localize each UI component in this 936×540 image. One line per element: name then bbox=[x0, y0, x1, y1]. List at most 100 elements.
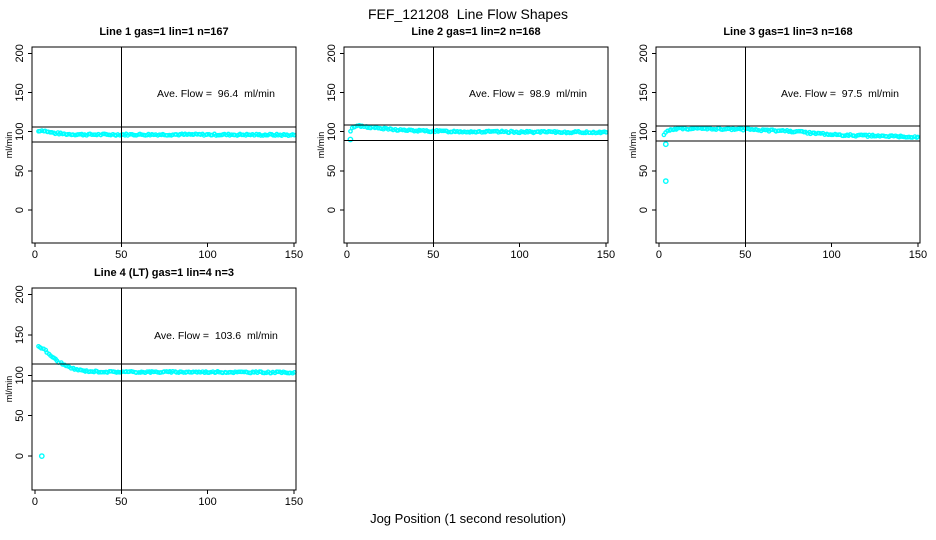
data-point bbox=[261, 370, 267, 376]
data-point bbox=[709, 126, 715, 132]
x-tick-label: 150 bbox=[597, 249, 615, 261]
data-point bbox=[756, 127, 762, 133]
y-tick-label: 100 bbox=[638, 122, 650, 140]
data-point bbox=[437, 128, 443, 133]
data-point bbox=[780, 128, 786, 133]
x-tick-label: 50 bbox=[427, 249, 439, 261]
data-point bbox=[577, 129, 583, 135]
data-point bbox=[239, 369, 245, 375]
data-point bbox=[133, 370, 139, 375]
y-tick-label: 0 bbox=[14, 207, 26, 213]
x-tick-label: 150 bbox=[909, 249, 927, 261]
reference-lines bbox=[344, 47, 608, 243]
data-point bbox=[418, 128, 424, 133]
outlier-point bbox=[38, 453, 45, 460]
panel-3-ylabel: ml/min bbox=[628, 131, 638, 159]
reference-lines bbox=[32, 288, 296, 490]
panel-1-ylabel: ml/min bbox=[4, 131, 14, 159]
x-tick-label: 150 bbox=[285, 249, 303, 261]
y-tick-label: 200 bbox=[14, 44, 26, 62]
y-tick-label: 100 bbox=[14, 122, 26, 140]
data-points bbox=[347, 123, 609, 143]
data-point bbox=[794, 128, 799, 134]
axes: 0 50 100 150 0 50 100 150 200 bbox=[326, 44, 615, 261]
panel-2-ylabel: ml/min bbox=[316, 131, 326, 159]
data-point bbox=[690, 126, 696, 132]
x-axis-title: Jog Position (1 second resolution) bbox=[370, 511, 566, 526]
outlier-point bbox=[662, 141, 669, 148]
x-tick-label: 0 bbox=[32, 249, 38, 261]
data-points bbox=[661, 125, 921, 185]
panel-4-annotation: Ave. Flow = 103.6 ml/min bbox=[154, 330, 278, 342]
panel-2-title: Line 2 gas=1 lin=2 n=168 bbox=[411, 26, 541, 38]
y-tick-label: 50 bbox=[14, 165, 26, 177]
data-point bbox=[893, 133, 898, 139]
x-tick-label: 0 bbox=[32, 496, 38, 508]
y-tick-label: 0 bbox=[14, 453, 26, 459]
axes: 0 50 100 150 0 50 100 150 200 bbox=[638, 44, 927, 261]
panel-2-annotation: Ave. Flow = 98.9 ml/min bbox=[469, 88, 587, 100]
x-tick-label: 0 bbox=[656, 249, 662, 261]
data-point bbox=[161, 369, 167, 374]
x-tick-label: 50 bbox=[739, 249, 751, 261]
data-point bbox=[151, 132, 157, 138]
y-tick-label: 150 bbox=[326, 83, 338, 101]
x-tick-label: 150 bbox=[285, 496, 303, 508]
panel-4-ylabel: ml/min bbox=[4, 375, 14, 403]
data-point bbox=[96, 131, 101, 137]
x-tick-label: 50 bbox=[115, 249, 127, 261]
data-point bbox=[149, 369, 155, 374]
panel-3-title: Line 3 gas=1 lin=3 n=168 bbox=[723, 26, 853, 38]
data-point bbox=[99, 369, 105, 375]
reference-lines bbox=[32, 47, 296, 243]
y-tick-label: 200 bbox=[326, 44, 338, 62]
y-tick-label: 0 bbox=[326, 207, 338, 213]
data-point bbox=[915, 134, 921, 140]
data-points bbox=[36, 343, 297, 460]
data-point bbox=[840, 133, 846, 139]
data-point bbox=[65, 131, 70, 137]
y-tick-label: 50 bbox=[14, 410, 26, 422]
reference-lines bbox=[656, 47, 920, 243]
data-point bbox=[79, 367, 84, 373]
plot-box bbox=[343, 46, 609, 244]
y-tick-label: 50 bbox=[638, 165, 650, 177]
x-tick-label: 100 bbox=[822, 249, 840, 261]
y-tick-label: 100 bbox=[326, 122, 338, 140]
panel-4-title: Line 4 (LT) gas=1 lin=4 n=3 bbox=[93, 267, 235, 279]
panel-3-annotation: Ave. Flow = 97.5 ml/min bbox=[781, 88, 899, 100]
y-tick-label: 200 bbox=[14, 285, 26, 303]
data-point bbox=[818, 131, 824, 136]
panel-2-chart: 0 50 100 150 0 50 100 150 200 bbox=[326, 44, 615, 261]
panel-3-chart: 0 50 100 150 0 50 100 150 200 bbox=[638, 44, 927, 261]
data-points bbox=[36, 128, 297, 139]
y-tick-label: 150 bbox=[638, 83, 650, 101]
axes: 0 50 100 150 0 50 100 150 200 bbox=[14, 285, 303, 508]
y-tick-label: 150 bbox=[14, 326, 26, 344]
panel-1-annotation: Ave. Flow = 96.4 ml/min bbox=[157, 88, 275, 100]
x-tick-label: 100 bbox=[510, 249, 528, 261]
data-point bbox=[593, 130, 599, 136]
y-tick-label: 200 bbox=[638, 44, 650, 62]
plot-box bbox=[31, 287, 297, 491]
data-point bbox=[198, 369, 203, 375]
y-tick-label: 0 bbox=[638, 207, 650, 213]
axes: 0 50 100 150 0 50 100 150 200 bbox=[14, 44, 303, 261]
x-tick-label: 50 bbox=[115, 496, 127, 508]
outlier-point bbox=[347, 136, 354, 143]
data-point bbox=[38, 345, 44, 351]
y-tick-label: 150 bbox=[14, 83, 26, 101]
panel-4-chart: 0 50 100 150 0 50 100 150 200 bbox=[14, 285, 303, 508]
data-point bbox=[501, 129, 507, 135]
x-tick-label: 0 bbox=[344, 249, 350, 261]
data-point bbox=[208, 369, 214, 375]
y-tick-label: 50 bbox=[326, 165, 338, 177]
y-tick-label: 100 bbox=[14, 366, 26, 384]
data-point bbox=[286, 133, 291, 139]
data-point bbox=[179, 369, 184, 375]
data-point bbox=[511, 130, 517, 135]
x-tick-label: 100 bbox=[198, 496, 216, 508]
plot-box bbox=[31, 46, 297, 244]
panel-1-title: Line 1 gas=1 lin=1 n=167 bbox=[99, 26, 229, 38]
